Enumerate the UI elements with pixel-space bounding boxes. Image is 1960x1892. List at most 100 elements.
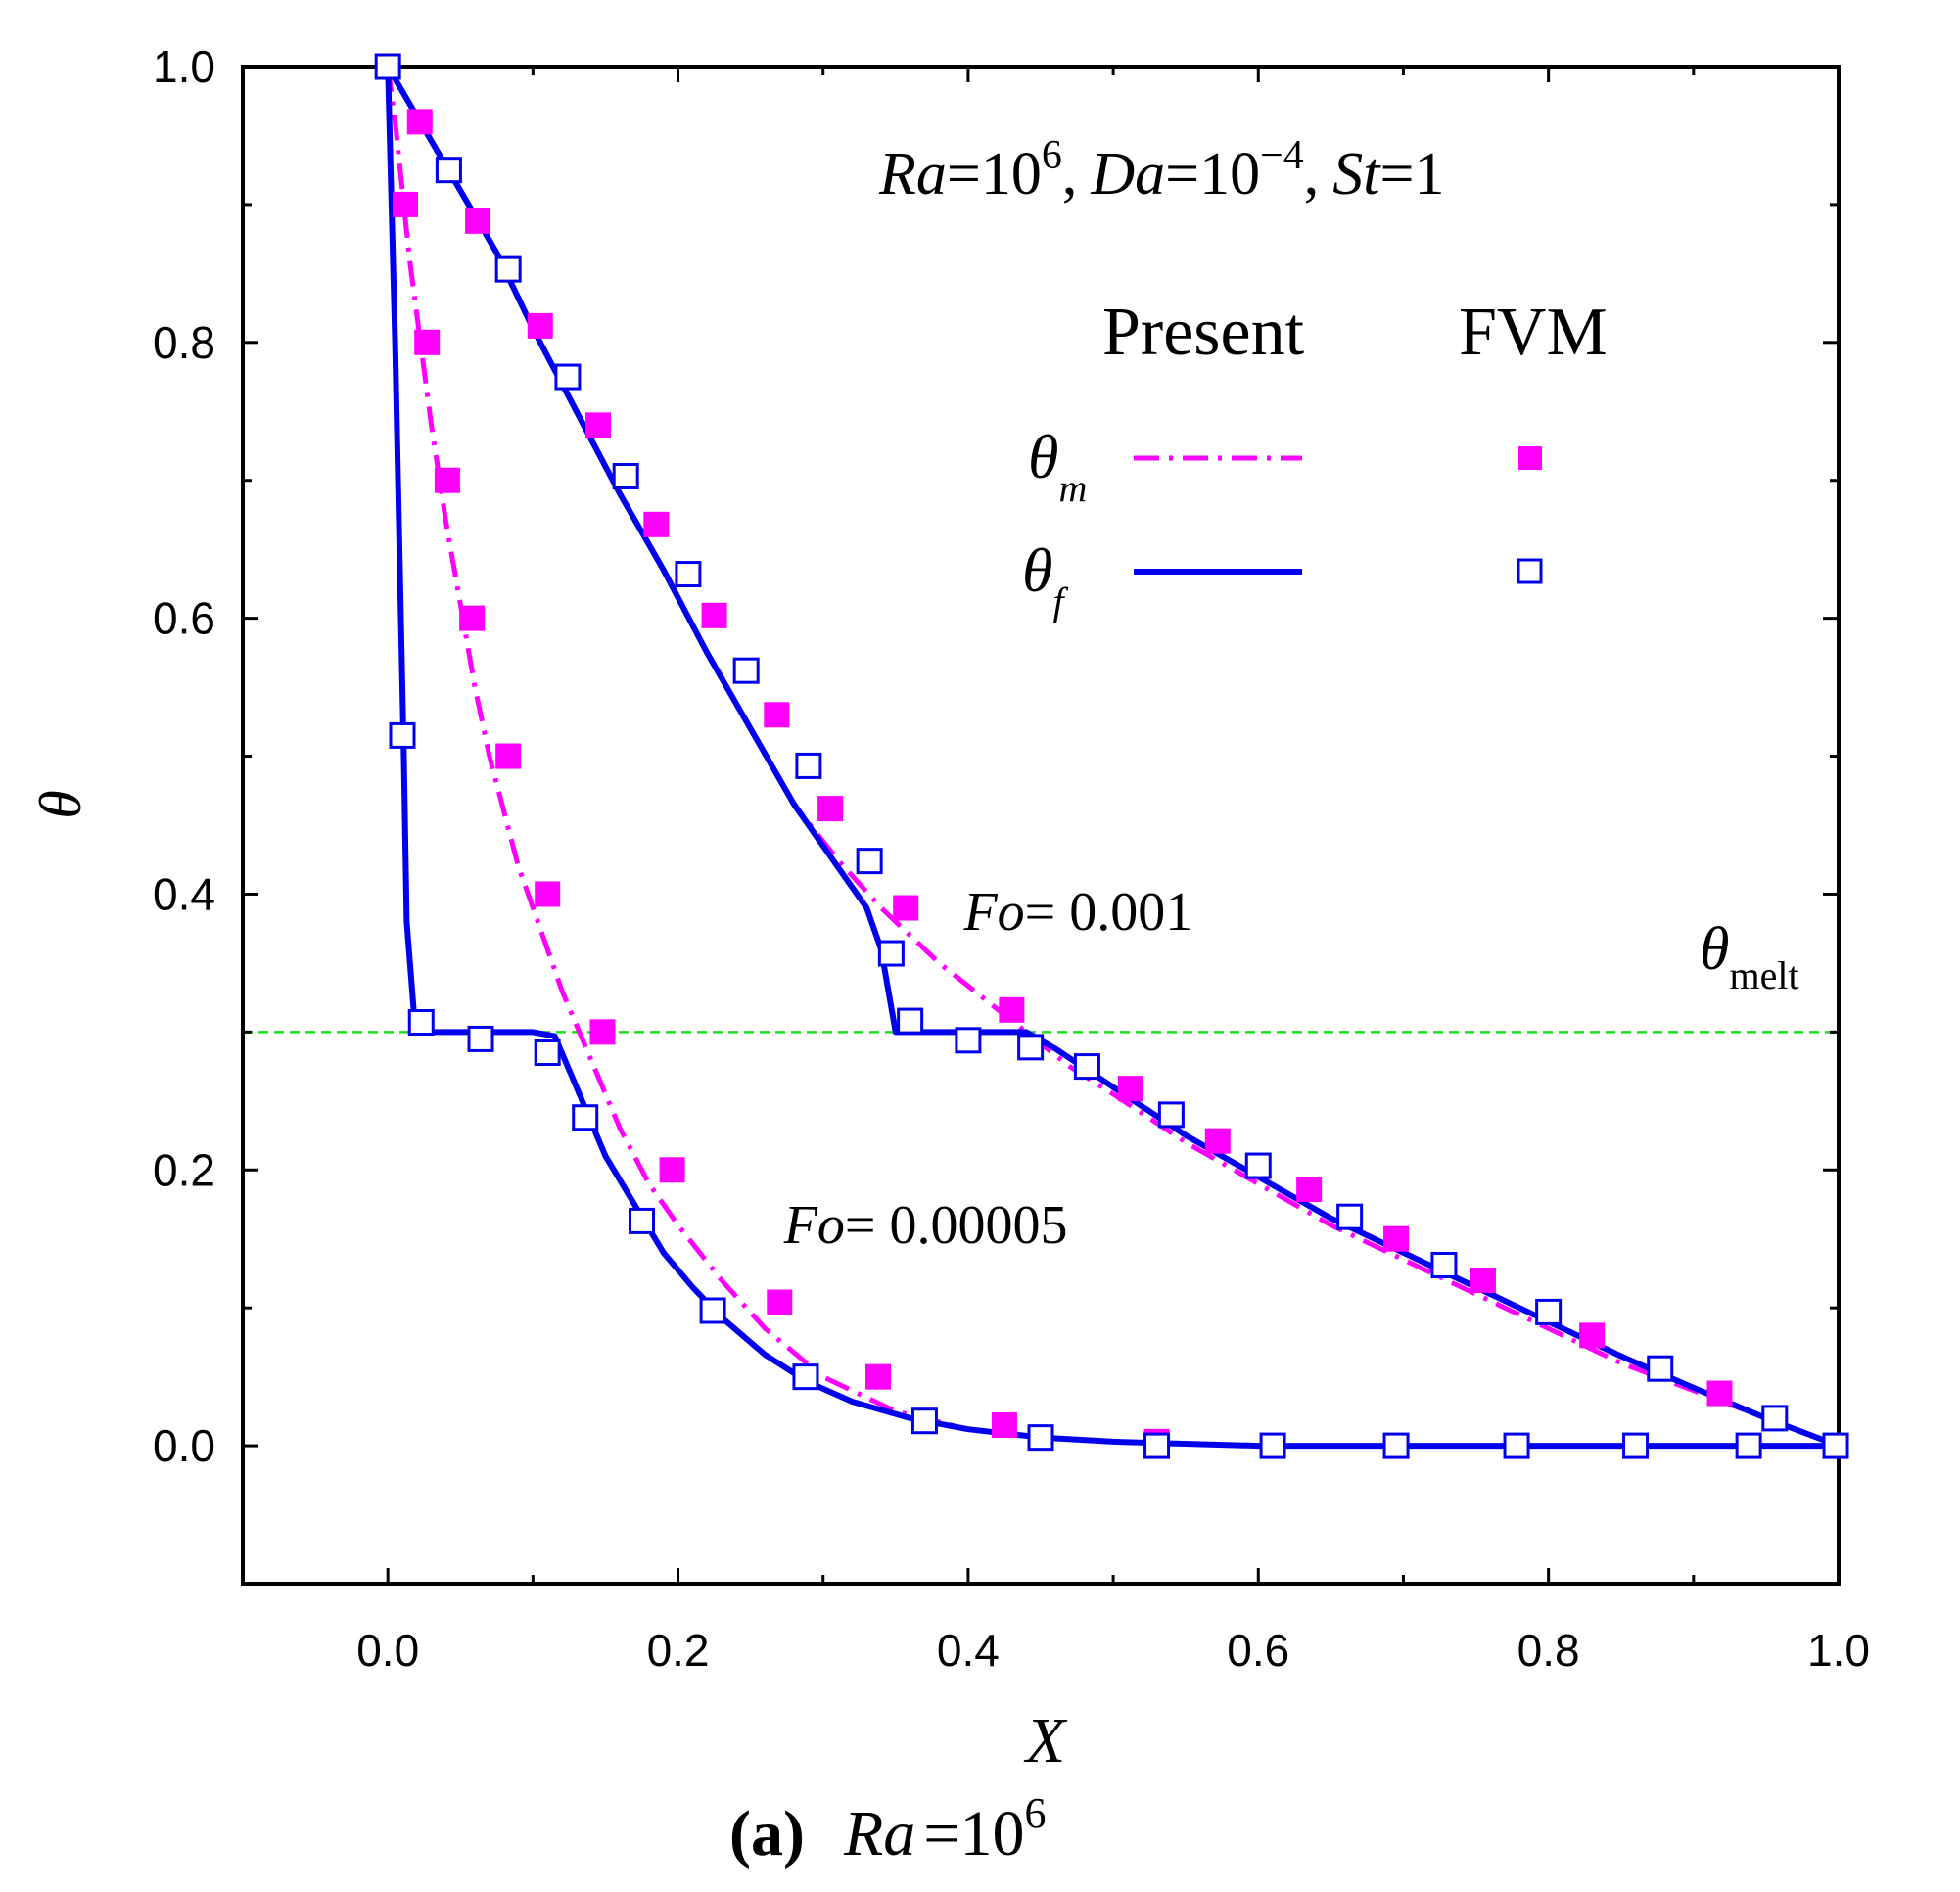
fo-label-0.001: Fo= 0.001 — [962, 882, 1192, 943]
fvm-open-marker-7 — [1430, 1252, 1458, 1278]
legend: Present FVM θm θf — [1022, 295, 1608, 623]
da-value: =10 — [1165, 141, 1260, 208]
fvm-filled-marker-6 — [999, 996, 1025, 1023]
da-label: Da — [1090, 141, 1165, 208]
fvm-filled-marker-4 — [495, 743, 522, 769]
fvm-open-marker-5 — [1027, 1424, 1054, 1452]
fvm-open-marker-5 — [1622, 1432, 1650, 1459]
axis-tick-labels: 0.0 0.2 0.4 0.6 0.8 1.0 0.0 0.2 0.4 0.6 0.8 1.0 — [153, 41, 1870, 1676]
fvm-filled-marker-6 — [465, 208, 491, 234]
fvm-filled-marker-6 — [585, 412, 612, 438]
fvm-open-marker-7 — [1073, 1053, 1100, 1081]
fvm-open-marker-7 — [374, 53, 401, 80]
series-line-2 — [386, 65, 1840, 1449]
fvm-open-marker-5 — [1503, 1432, 1530, 1459]
fvm-open-marker-7 — [1822, 1432, 1849, 1459]
fvm-open-marker-7 — [435, 157, 462, 184]
st-value: =1 — [1380, 141, 1445, 208]
fvm-filled-marker-6 — [1117, 1076, 1143, 1102]
fvm-filled-marker-6 — [817, 796, 844, 822]
comma-1: , — [1062, 141, 1078, 208]
fvm-open-marker-7 — [494, 255, 522, 283]
fvm-filled-marker-4 — [991, 1411, 1017, 1438]
fvm-open-marker-5 — [1143, 1432, 1171, 1459]
fvm-filled-marker-6 — [1383, 1225, 1410, 1252]
x-tick-label: 0.0 — [356, 1625, 419, 1676]
fvm-open-marker-7 — [675, 561, 702, 588]
fvm-open-marker-7 — [1017, 1034, 1045, 1061]
da-exponent: −4 — [1260, 133, 1304, 178]
melt-line-label: θmelt — [1700, 916, 1799, 997]
fvm-open-marker-7 — [795, 752, 822, 779]
fvm-open-marker-5 — [572, 1104, 599, 1131]
figure-caption: (a) Ra =106 — [729, 1789, 1047, 1869]
fvm-filled-marker-6 — [406, 109, 433, 135]
fvm-open-marker-7 — [1336, 1203, 1364, 1230]
fvm-open-marker-7 — [1535, 1298, 1563, 1325]
legend-header-present: Present — [1102, 295, 1305, 370]
fvm-filled-marker-4 — [459, 605, 486, 631]
x-tick-label: 0.8 — [1517, 1625, 1580, 1676]
plot-area-frame — [241, 65, 1841, 1586]
fvm-open-marker-5 — [910, 1407, 938, 1435]
fvm-open-marker-7 — [897, 1007, 924, 1035]
fvm-filled-marker-6 — [1470, 1268, 1496, 1293]
fvm-open-marker-5 — [1382, 1432, 1410, 1459]
fvm-filled-marker-6 — [701, 602, 727, 628]
legend-label-theta-m: θm — [1028, 422, 1087, 510]
fvm-open-marker-7 — [955, 1027, 982, 1054]
fvm-filled-marker-6 — [1706, 1380, 1733, 1407]
fvm-open-marker-5 — [1735, 1432, 1762, 1459]
fvm-open-marker-7 — [732, 657, 760, 684]
fvm-open-marker-5 — [467, 1025, 494, 1052]
fvm-filled-marker-6 — [527, 312, 553, 339]
parameter-annotation: Ra=106, Da=10−4, St=1 — [878, 133, 1444, 208]
series-line-0 — [385, 66, 1839, 1449]
fvm-open-marker-7 — [877, 940, 905, 967]
fvm-open-marker-5 — [389, 721, 416, 749]
fvm-open-marker-7 — [1647, 1355, 1674, 1382]
legend-marker-theta-f — [1517, 558, 1543, 584]
fvm-open-marker-7 — [1244, 1152, 1272, 1179]
y-tick-label: 0.6 — [153, 593, 215, 644]
series-line-1 — [385, 66, 1839, 1450]
fvm-filled-marker-4 — [392, 191, 418, 217]
fvm-open-marker-7 — [1157, 1101, 1185, 1129]
fvm-open-marker-7 — [856, 848, 883, 875]
fvm-filled-marker-6 — [1204, 1128, 1231, 1154]
y-tick-label: 0.2 — [153, 1144, 215, 1195]
y-axis-title: θ — [28, 790, 93, 818]
series-lines — [385, 65, 1841, 1450]
legend-header-fvm: FVM — [1459, 295, 1608, 370]
ra-label: Ra — [878, 141, 947, 208]
fvm-filled-marker-4 — [589, 1019, 616, 1045]
fvm-open-marker-5 — [792, 1363, 819, 1391]
ra-value: =10 — [947, 141, 1042, 208]
fvm-open-marker-5 — [534, 1039, 561, 1066]
fvm-filled-marker-6 — [893, 895, 919, 921]
legend-label-theta-f: θf — [1022, 535, 1068, 623]
fvm-open-marker-5 — [407, 1009, 435, 1036]
series-markers — [374, 53, 1849, 1459]
fvm-filled-marker-4 — [535, 881, 561, 907]
fo-label-0.00005: Fo= 0.00005 — [783, 1195, 1068, 1256]
fvm-open-marker-7 — [554, 363, 582, 391]
x-axis-title: X — [1023, 1705, 1068, 1777]
legend-marker-theta-m — [1518, 446, 1542, 470]
x-tick-label: 0.6 — [1227, 1625, 1289, 1676]
fvm-filled-marker-4 — [767, 1289, 793, 1315]
fvm-open-marker-5 — [1259, 1432, 1286, 1459]
x-tick-label: 0.2 — [647, 1625, 710, 1676]
y-tick-label: 0.4 — [153, 868, 215, 919]
fvm-filled-marker-4 — [865, 1363, 892, 1390]
fvm-filled-marker-6 — [1296, 1177, 1323, 1202]
fvm-open-marker-5 — [629, 1207, 655, 1234]
y-tick-label: 1.0 — [153, 41, 215, 92]
y-tick-label: 0.8 — [153, 317, 215, 368]
fvm-filled-marker-6 — [643, 511, 670, 537]
comma-2: , — [1304, 141, 1320, 208]
fvm-filled-marker-6 — [764, 702, 790, 728]
fvm-filled-marker-4 — [414, 329, 441, 355]
fvm-open-marker-5 — [699, 1297, 726, 1324]
